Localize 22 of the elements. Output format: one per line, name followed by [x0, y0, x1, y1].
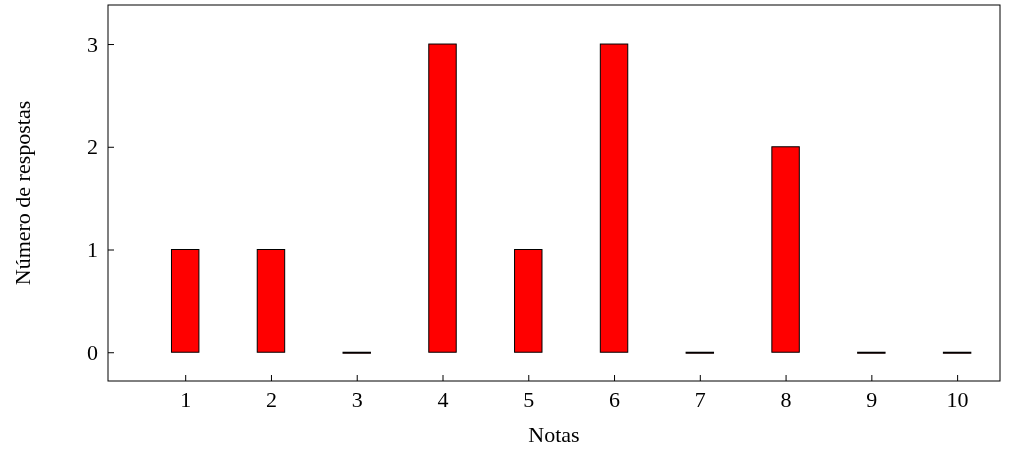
- x-axis-title: Notas: [528, 422, 580, 447]
- y-axis-title: Número de respostas: [10, 100, 35, 286]
- x-tick-label: 5: [523, 386, 535, 412]
- bar: [599, 43, 629, 353]
- bar: [771, 146, 800, 353]
- y-tick-label: 2: [87, 134, 98, 160]
- x-tick-label: 2: [265, 386, 277, 412]
- y-tick-label: 3: [87, 31, 98, 57]
- x-tick-label: 3: [351, 386, 363, 412]
- x-tick-label: 9: [866, 386, 878, 412]
- x-tick-label: 6: [609, 386, 621, 412]
- x-tick-label: 8: [780, 386, 792, 412]
- x-tick-label: 1: [180, 386, 192, 412]
- x-tick-label: 10: [946, 386, 969, 412]
- x-tick-label: 4: [437, 386, 449, 412]
- bar: [256, 249, 286, 353]
- y-tick-label: 0: [87, 339, 98, 365]
- bar: [428, 43, 457, 353]
- bar: [514, 249, 543, 353]
- x-tick-label: 7: [694, 386, 706, 412]
- bar: [170, 249, 200, 353]
- y-tick-label: 1: [87, 237, 98, 263]
